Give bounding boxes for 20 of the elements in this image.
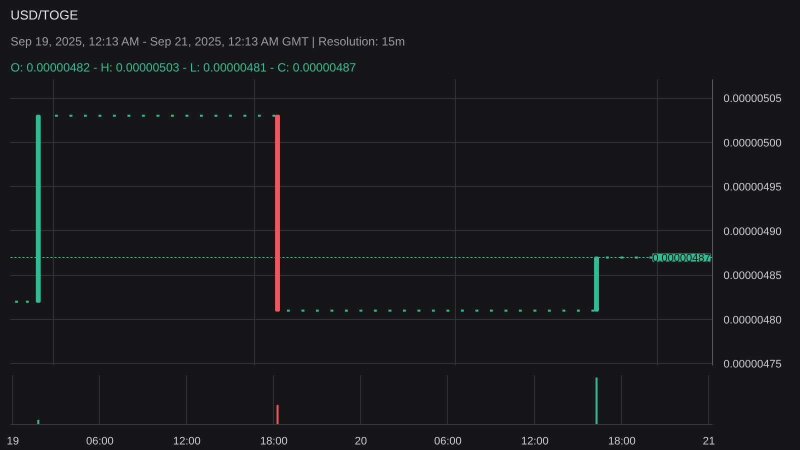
x-tick-label: 18:00 — [608, 436, 636, 448]
text: O: 0.00000482 - H: 0.00000503 - L: 0.00000481 - C: 0.00000487 — [10, 60, 356, 74]
x-tick-label: 18:00 — [260, 436, 288, 448]
x-tick-label: 12:00 — [173, 436, 201, 448]
chart-title: USD/TOGE — [10, 8, 78, 22]
y-tick-label: 0.00000500 — [724, 137, 782, 150]
y-tick-label: 0.00000505 — [724, 93, 782, 106]
x-tick-label: 21 — [702, 436, 716, 448]
y-tick-label: 0.00000485 — [724, 270, 782, 282]
x-tick-label: 06:00 — [434, 436, 462, 448]
y-tick-label: 0.00000490 — [724, 226, 782, 238]
y-tick-label: 0.00000495 — [724, 182, 782, 194]
y-tick-label: 0.00000475 — [724, 358, 782, 371]
y-tick-label: 0.00000480 — [724, 314, 782, 326]
ref-line-label: 0.00000487 — [652, 252, 711, 264]
x-tick-label: 12:00 — [521, 436, 549, 448]
x-tick-label: 20 — [354, 436, 368, 448]
chart-subtitle: Sep 19, 2025, 12:13 AM - Sep 21, 2025, 12:13 AM GMT | Resolution: 15m — [10, 34, 405, 48]
x-tick-label: 06:00 — [86, 436, 114, 448]
x-tick-label: 19 — [6, 436, 20, 448]
